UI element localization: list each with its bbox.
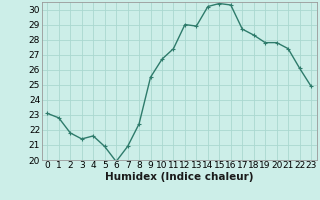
X-axis label: Humidex (Indice chaleur): Humidex (Indice chaleur) bbox=[105, 172, 253, 182]
